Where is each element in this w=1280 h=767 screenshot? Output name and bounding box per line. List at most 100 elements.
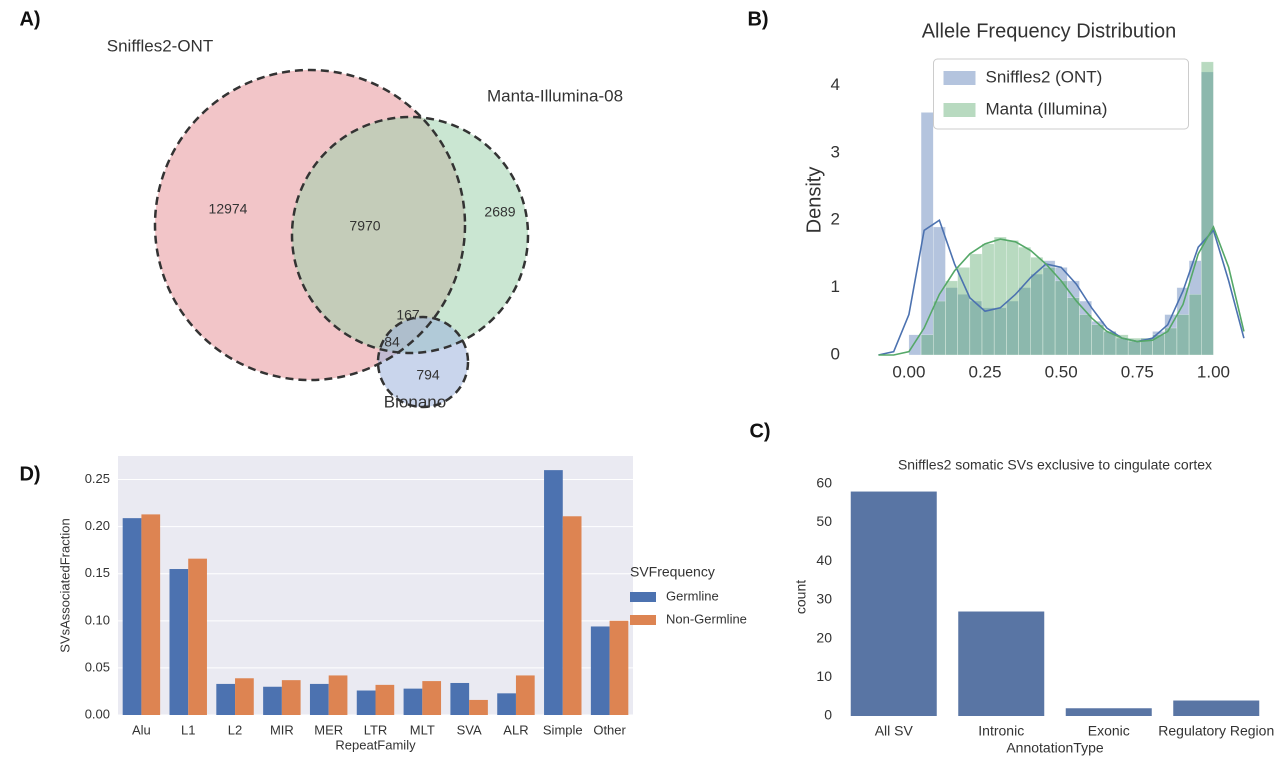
y-tick-label: 2 [831, 210, 840, 229]
bar [450, 682, 470, 715]
y-tick-label: 50 [816, 513, 832, 529]
x-tick-label: Intronic [978, 723, 1024, 739]
bar [1173, 700, 1260, 716]
histogram-bar [1079, 314, 1092, 356]
region-count: 12974 [209, 201, 248, 217]
legend-label: Non-Germline [666, 611, 747, 626]
x-tick-label: MLT [410, 722, 435, 737]
x-axis-label: AnnotationType [1006, 740, 1104, 756]
bar [281, 680, 301, 715]
x-tick-label: MER [314, 722, 343, 737]
legend-swatch [943, 103, 976, 117]
x-tick-label: L1 [181, 722, 195, 737]
histogram-bar [1018, 246, 1031, 356]
x-tick-label: 0.50 [1045, 362, 1078, 381]
histogram-bar [908, 334, 922, 356]
y-tick-label: 0.05 [85, 659, 110, 674]
y-tick-label: 3 [831, 142, 840, 161]
y-tick-label: 0.20 [85, 518, 110, 533]
x-tick-label: 0.75 [1121, 362, 1154, 381]
histogram-bar [1067, 297, 1080, 356]
y-tick-label: 30 [816, 591, 832, 607]
histogram-bar [1042, 267, 1056, 356]
y-tick-label: 0.10 [85, 612, 110, 627]
panel-label: D) [19, 463, 40, 485]
x-tick-label: All SV [875, 723, 914, 739]
bar [188, 558, 207, 715]
y-tick-label: 10 [816, 668, 832, 684]
legend-label: Sniffles2 (ONT) [986, 67, 1103, 86]
histogram-bar [1091, 324, 1105, 356]
bar [422, 681, 442, 715]
kde-line [878, 218, 1245, 356]
x-tick-label: 0.00 [892, 362, 925, 381]
y-tick-label: 40 [816, 552, 832, 568]
panel-label: C) [749, 420, 770, 442]
legend-box [933, 58, 1189, 130]
bar [235, 678, 254, 715]
bar [469, 699, 488, 715]
chart-title: Allele Frequency Distribution [922, 20, 1177, 42]
histogram-bar [1201, 61, 1214, 356]
histogram-bar [933, 300, 946, 356]
region-count: 794 [416, 367, 440, 383]
histogram-bar [1054, 280, 1068, 356]
x-tick-label: Exonic [1088, 723, 1130, 739]
region-count: 167 [396, 307, 420, 323]
bar [328, 675, 348, 715]
y-axis-label: SVsAssociatedFraction [57, 518, 72, 652]
bar [497, 693, 516, 715]
bar [850, 491, 937, 716]
x-tick-label: Regulatory Region [1158, 723, 1274, 739]
y-tick-label: 0.25 [85, 471, 110, 486]
y-tick-label: 0 [824, 707, 832, 723]
set-label: Bionano [384, 392, 446, 411]
histogram-bar [1176, 314, 1190, 356]
x-tick-label: ALR [503, 722, 528, 737]
histogram-bar [945, 280, 958, 356]
histogram-bar [1188, 294, 1202, 356]
bar [609, 620, 629, 715]
histogram-bar [957, 267, 971, 356]
bar [562, 516, 582, 715]
y-tick-label: 0 [831, 344, 840, 363]
bar [958, 611, 1045, 716]
y-tick-label: 0.00 [85, 706, 110, 721]
histogram-bar [969, 253, 983, 356]
x-tick-label: L2 [228, 722, 242, 737]
histogram-bar [981, 243, 995, 356]
region-count: 7970 [349, 218, 380, 234]
bar [216, 683, 236, 715]
x-axis-label: RepeatFamily [335, 737, 416, 752]
x-tick-label: LTR [364, 722, 388, 737]
x-tick-label: Other [593, 722, 626, 737]
bar [1065, 708, 1152, 716]
legend-swatch [630, 615, 656, 625]
panel-label: B) [747, 8, 768, 30]
y-tick-label: 20 [816, 629, 832, 645]
bar [263, 686, 282, 715]
panel-label: A) [19, 8, 40, 30]
x-tick-label: 0.25 [968, 362, 1001, 381]
bar [309, 683, 329, 715]
set-label: Sniffles2-ONT [107, 36, 213, 55]
x-tick-label: Alu [132, 722, 151, 737]
histogram-bar [1152, 334, 1165, 356]
venn-outline [376, 315, 470, 409]
bar [375, 684, 395, 715]
venn-set [292, 117, 528, 353]
kde-line [878, 225, 1245, 356]
y-axis-label: Density [803, 167, 825, 234]
x-tick-label: 1.00 [1197, 362, 1230, 381]
histogram-bar [993, 236, 1007, 356]
x-tick-label: Simple [543, 722, 583, 737]
y-tick-label: 0.15 [85, 565, 110, 580]
region-count: 2689 [484, 204, 515, 220]
legend-label: Germline [666, 588, 719, 603]
bar [356, 690, 376, 715]
venn-outline [153, 68, 467, 382]
venn-outline [290, 115, 530, 355]
bar [590, 626, 610, 715]
